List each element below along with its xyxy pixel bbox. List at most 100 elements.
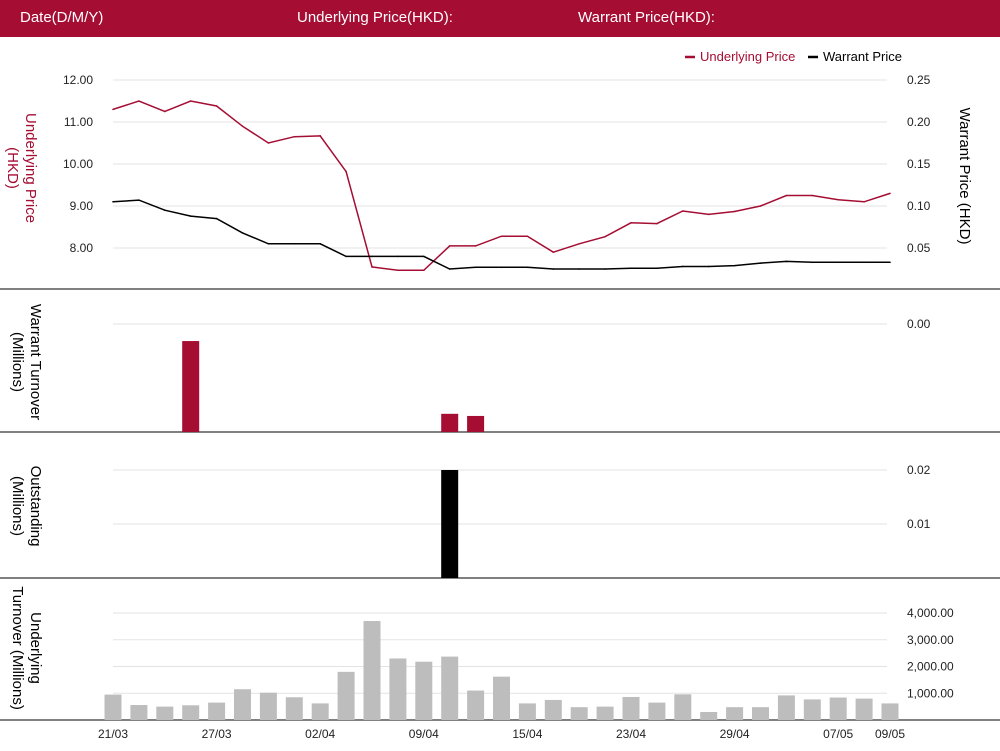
- underlying-turnover-axis-title: UnderlyingTurnover (Millions): [9, 586, 44, 710]
- warrant-price-point: [656, 267, 658, 269]
- x-tick-label: 09/05: [875, 727, 905, 741]
- date-label: Date(D/M/Y): [20, 9, 104, 26]
- warrant-price-point: [578, 268, 580, 270]
- underlying-turnover-bar: [726, 707, 744, 720]
- warrant-price-point: [552, 268, 555, 270]
- warrant-price-line: [112, 199, 890, 270]
- underlying-turnover-bar: [259, 692, 277, 720]
- warrant-price-label: Warrant Price(HKD):: [578, 9, 715, 26]
- underlying-turnover-bar: [234, 689, 251, 720]
- x-tick-label: 29/04: [720, 727, 750, 741]
- warrant-price-point: [423, 255, 425, 258]
- underlying-turnover-bar: [156, 706, 174, 720]
- x-tick-label: 02/04: [305, 727, 335, 741]
- underlying-price-point: [423, 269, 425, 272]
- underlying-price-point: [578, 243, 580, 245]
- outstanding-axis-title-line: (Millions): [9, 476, 26, 536]
- x-tick-label: 09/04: [409, 727, 439, 741]
- warrant-turnover-axis-title-line: Warrant Turnover: [27, 304, 44, 420]
- underlying-turnover-bar: [622, 696, 640, 720]
- warrant-price-point: [604, 268, 606, 270]
- underlying-price-axis-title-line: (HKD): [4, 147, 21, 189]
- underlying-price-point: [500, 235, 503, 238]
- warrant-price-point: [837, 261, 839, 264]
- underlying-price-point: [371, 266, 373, 268]
- header-bar: Date(D/M/Y) Underlying Price(HKD): Warra…: [0, 0, 1000, 37]
- warrant-price-point: [448, 268, 451, 270]
- underlying-price-point: [138, 100, 140, 102]
- underlying-turnover-y-tick-label: 3,000.00: [907, 633, 954, 647]
- warrant-price-point: [345, 255, 347, 258]
- warrant-price-point: [811, 261, 814, 264]
- underlying-price-point: [656, 222, 658, 225]
- warrant-price-point: [474, 266, 477, 269]
- warrant-price-point: [293, 243, 296, 245]
- underlying-price-point: [552, 251, 555, 253]
- underlying-price-axis-title-line: Underlying Price: [22, 113, 39, 223]
- warrant-price-point: [267, 243, 270, 245]
- warrant-turnover-axis-title-line: (Millions): [9, 332, 26, 392]
- underlying-price-point: [293, 135, 296, 138]
- left-y-tick-label: 11.00: [64, 115, 93, 129]
- left-y-tick-label: 8.00: [70, 241, 94, 255]
- outstanding-bar: [441, 470, 459, 578]
- underlying-turnover-bar: [467, 690, 485, 720]
- warrant-turnover-y-tick-label: 0.00: [907, 317, 931, 331]
- warrant-turnover-axis-title: Warrant Turnover(Millions): [9, 304, 44, 420]
- underlying-price-point: [526, 235, 529, 238]
- underlying-turnover-bar: [855, 698, 873, 720]
- underlying-turnover-bar: [803, 699, 821, 720]
- underlying-price-point: [863, 201, 865, 203]
- underlying-price-point: [707, 213, 710, 216]
- underlying-price-point: [345, 170, 347, 173]
- warrant-price-axis-title-line: Warrant Price (HKD): [956, 108, 973, 245]
- underlying-turnover-bar: [311, 703, 329, 720]
- underlying-price-point: [733, 210, 736, 213]
- underlying-turnover-bar: [544, 699, 562, 720]
- underlying-turnover-bar: [700, 711, 718, 720]
- underlying-price-point: [604, 235, 606, 238]
- underlying-price-point: [811, 194, 814, 197]
- underlying-price-point: [267, 142, 270, 144]
- legend-underlying-label: Underlying Price: [700, 49, 795, 64]
- underlying-price-point: [682, 210, 684, 212]
- underlying-price-line: [112, 100, 891, 272]
- underlying-turnover-bar: [363, 621, 381, 720]
- outstanding-y-tick-label: 0.01: [907, 517, 931, 531]
- underlying-turnover-bar: [518, 703, 536, 720]
- underlying-price-point: [785, 194, 788, 197]
- underlying-price-point: [189, 100, 192, 102]
- warrant-turnover-bar: [467, 415, 485, 432]
- underlying-turnover-bar: [674, 694, 692, 720]
- underlying-turnover-bar: [777, 695, 795, 720]
- right-y-tick-label: 0.05: [907, 241, 931, 255]
- warrant-turnover-bar: [441, 413, 459, 432]
- left-y-tick-label: 9.00: [70, 199, 94, 213]
- underlying-turnover-bar: [881, 703, 899, 720]
- left-y-tick-label: 10.00: [63, 157, 93, 171]
- warrant-price-point: [733, 264, 736, 267]
- warrant-price-point: [759, 262, 762, 264]
- outstanding-axis-title-line: Outstanding: [27, 466, 44, 547]
- underlying-price-point: [241, 125, 244, 127]
- underlying-turnover-axis-title-line: Underlying: [27, 612, 44, 684]
- warrant-price-point: [189, 215, 192, 217]
- x-tick-label: 23/04: [616, 727, 646, 741]
- x-tick-label: 21/03: [98, 727, 128, 741]
- underlying-turnover-bar: [648, 702, 666, 720]
- underlying-turnover-bar: [415, 661, 433, 720]
- underlying-price-axis-title: Underlying Price(HKD): [4, 113, 39, 223]
- warrant-price-point: [319, 243, 322, 245]
- x-tick-label: 27/03: [202, 727, 232, 741]
- right-y-tick-label: 0.10: [907, 199, 931, 213]
- x-tick-label: 07/05: [823, 727, 853, 741]
- underlying-turnover-bar: [596, 706, 614, 720]
- warrant-price-point: [500, 266, 503, 269]
- underlying-price-point: [448, 245, 451, 247]
- underlying-price-point: [759, 205, 762, 207]
- warrant-price-point: [138, 199, 140, 201]
- warrant-price-point: [630, 267, 632, 269]
- underlying-turnover-bar: [182, 705, 200, 720]
- underlying-price-point: [474, 245, 477, 247]
